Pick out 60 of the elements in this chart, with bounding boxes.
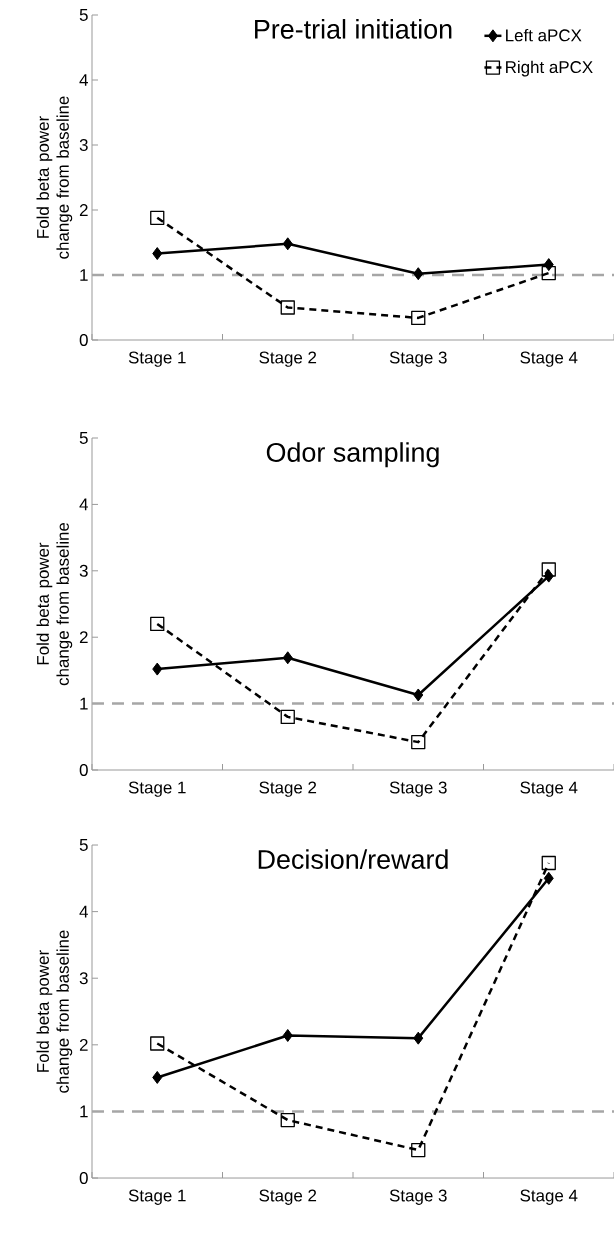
point	[541, 265, 556, 281]
point	[541, 562, 556, 577]
y-tick-label: 4	[79, 498, 88, 511]
point	[411, 1142, 426, 1158]
point	[150, 1036, 165, 1051]
y-axis-title: Fold beta power change from baseline	[36, 522, 73, 686]
x-tick-label: Stage 1	[128, 1189, 186, 1205]
x-tick-label: Stage 3	[389, 351, 447, 367]
y-tick-label: 4	[79, 74, 88, 86]
x-tick-label: Stage 4	[520, 351, 578, 367]
legend-label: Right aPCX	[506, 60, 593, 77]
chart-title: Pre-trial initiation	[255, 19, 452, 39]
point	[413, 267, 424, 281]
x-tick-label: Stage 4	[520, 781, 578, 797]
legend-label: Left aPCX	[506, 28, 582, 42]
point	[150, 210, 165, 225]
point	[282, 237, 293, 251]
point	[413, 688, 424, 702]
point	[282, 651, 293, 665]
x-tick-label: Stage 3	[389, 1189, 447, 1205]
x-tick-label: Stage 1	[128, 781, 186, 797]
y-axis-title: Fold beta power change from baseline	[36, 930, 73, 1093]
x-tick-label: Stage 4	[520, 1189, 578, 1205]
y-tick-label: 5	[79, 432, 88, 444]
y-tick-label: 2	[79, 1038, 88, 1051]
x-tick-label: Stage 2	[259, 351, 317, 367]
y-tick-label: 0	[79, 334, 88, 347]
point	[280, 300, 295, 315]
y-tick-label: 5	[79, 839, 88, 851]
point	[411, 310, 426, 326]
y-tick-label: 2	[79, 204, 88, 216]
y-tick-label: 3	[79, 972, 88, 985]
x-tick-label: Stage 1	[128, 351, 186, 367]
chart-title: Decision/reward	[258, 849, 448, 869]
point	[282, 1028, 293, 1042]
point	[152, 247, 163, 261]
x-tick-label: Stage 3	[389, 781, 447, 797]
point	[541, 855, 556, 871]
y-tick-label: 5	[79, 9, 88, 21]
y-tick-label: 1	[80, 1105, 88, 1118]
y-tick-label: 3	[79, 564, 88, 577]
y-tick-label: 2	[79, 631, 88, 644]
y-tick-label: 1	[80, 697, 88, 710]
point	[152, 662, 163, 676]
point	[411, 734, 426, 750]
y-tick-label: 0	[79, 1172, 88, 1185]
point	[413, 1031, 424, 1045]
y-tick-label: 1	[80, 269, 88, 281]
y-tick-label: 0	[79, 764, 88, 777]
x-tick-label: Stage 2	[259, 781, 317, 797]
point	[280, 1112, 295, 1128]
y-tick-label: 3	[79, 139, 88, 151]
y-axis-title: Fold beta power change from baseline	[36, 96, 73, 259]
x-tick-label: Stage 2	[259, 1189, 317, 1205]
y-tick-label: 4	[79, 905, 88, 918]
chart-title: Odor sampling	[266, 442, 439, 468]
point	[152, 1070, 163, 1084]
point	[543, 871, 554, 885]
point	[280, 709, 295, 725]
point	[150, 616, 165, 632]
